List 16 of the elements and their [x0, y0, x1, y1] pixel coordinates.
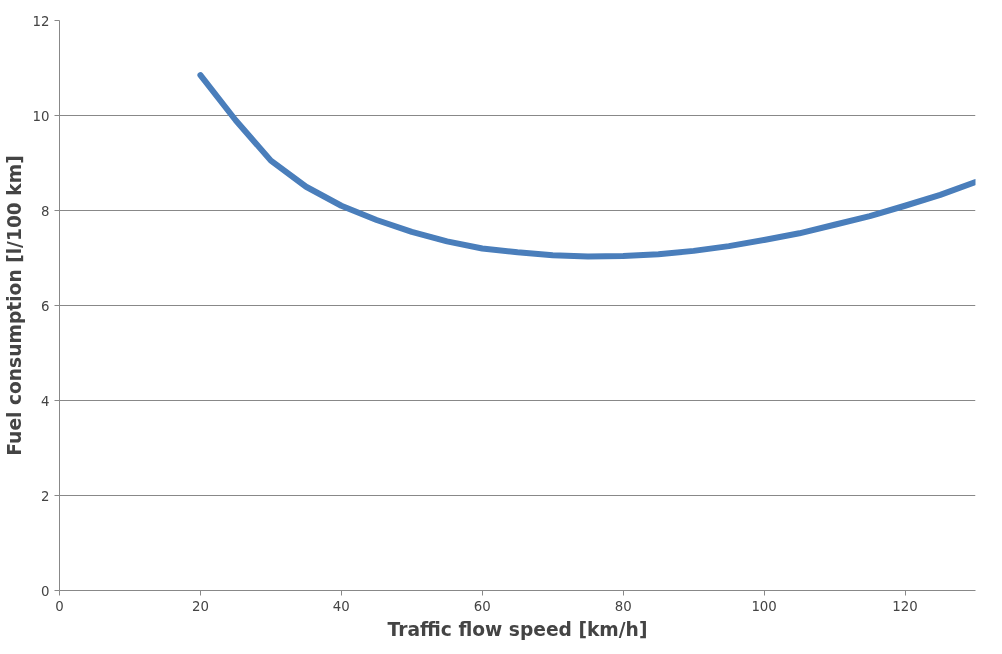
y-tick-label: 10 [32, 108, 50, 124]
x-tick-label: 40 [332, 598, 350, 614]
y-tick-label: 6 [41, 298, 50, 314]
y-tick-label: 0 [41, 583, 50, 599]
y-tick-label: 8 [41, 203, 50, 219]
x-tick-label: 120 [892, 598, 918, 614]
y-axis-title: Fuel consumption [l/100 km] [3, 155, 25, 456]
x-tick-label: 100 [751, 598, 777, 614]
y-tick-label: 4 [41, 393, 50, 409]
x-tick-label: 20 [191, 598, 209, 614]
y-tick-label: 12 [32, 13, 50, 29]
x-tick-label: 60 [473, 598, 491, 614]
x-tick-label: 80 [614, 598, 632, 614]
y-tick-label: 2 [41, 488, 50, 504]
x-tick-label: 0 [55, 598, 64, 614]
x-axis-title: Traffic flow speed [km/h] [387, 618, 648, 640]
